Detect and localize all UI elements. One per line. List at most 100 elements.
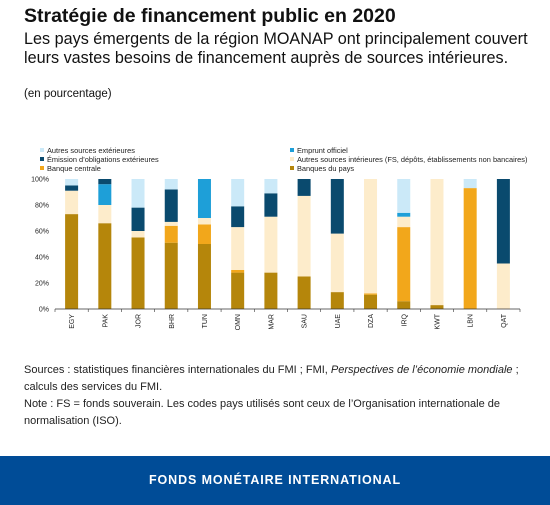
- bar-segment: [197, 244, 211, 309]
- bar-segment: [164, 189, 178, 222]
- sources-text-end: ; calculs des services du FMI.: [24, 364, 519, 393]
- bar-segment: [463, 179, 477, 189]
- legend-swatch: [290, 166, 294, 170]
- legend-label: Autres sources extérieures: [47, 146, 135, 155]
- chart-subtitle: Les pays émergents de la région MOANAP o…: [24, 30, 528, 67]
- legend-label: Emprunt officiel: [297, 146, 348, 155]
- unit-label: (en pourcentage): [24, 88, 112, 100]
- x-tick-label: BHR: [169, 314, 176, 329]
- bar-segment: [65, 185, 79, 191]
- bar-segment: [297, 276, 311, 309]
- bar-segment: [264, 272, 278, 309]
- stacked-bar-chart: 0% 20% 40% 60% 80% 100% EGY PAK JOR BHR TUN OMN MAR…: [31, 177, 521, 330]
- y-tick-label: 0%: [39, 307, 49, 314]
- x-tick-label: LBN: [468, 314, 475, 328]
- legend-item-emprunt-officiel: Emprunt officiel: [290, 146, 348, 155]
- bar-segment: [264, 193, 278, 217]
- bar-segment: [131, 207, 145, 231]
- bar-segment: [397, 227, 411, 302]
- x-tick-label: EGY: [69, 314, 76, 329]
- y-axis: 0% 20% 40% 60% 80% 100%: [31, 177, 49, 314]
- y-tick-label: 60%: [35, 229, 49, 236]
- bar-segment: [197, 179, 211, 218]
- bar-segment: [131, 231, 145, 238]
- bar-segment: [131, 237, 145, 309]
- bar-segment: [330, 292, 344, 309]
- legend-swatch: [290, 157, 294, 161]
- x-tick-label: PAK: [102, 314, 109, 328]
- legend-swatch: [40, 148, 44, 152]
- bar-segment: [364, 179, 378, 294]
- x-axis: EGY PAK JOR BHR TUN OMN MAR SAU UAE DZA IRQ KWT LBN Q…: [54, 308, 521, 330]
- bar-segment: [98, 184, 112, 205]
- bar-segment: [297, 179, 311, 196]
- legend-item-banques-du-pays: Banques du pays: [290, 164, 354, 173]
- x-tick-label: IRQ: [401, 313, 408, 326]
- bar-segment: [397, 301, 411, 309]
- footer-org-name: FONDS MONÉTAIRE INTERNATIONAL: [148, 473, 401, 487]
- legend-swatch: [40, 157, 44, 161]
- legend-label: Banques du pays: [297, 164, 355, 173]
- x-tick-label: MAR: [268, 314, 275, 330]
- bar-segment: [430, 305, 444, 309]
- x-tick-label: JOR: [136, 314, 143, 328]
- bar-segment: [397, 212, 411, 217]
- bar-segment: [330, 179, 344, 234]
- bar-segment: [164, 179, 178, 190]
- bar-segment: [65, 179, 79, 186]
- sources-text: Sources : statistiques financières inter…: [24, 364, 331, 376]
- bar-segment: [231, 227, 245, 270]
- legend-item-banque-centrale: Banque centrale: [40, 164, 101, 173]
- legend-item-emission-obligations: Émission d’obligations extérieures: [40, 155, 159, 164]
- bar-segment: [131, 179, 145, 208]
- bar-segment: [197, 218, 211, 225]
- bar-segment: [330, 233, 344, 293]
- footnote: Note : FS = fonds souverain. Les codes p…: [24, 398, 501, 427]
- bar-segment: [164, 225, 178, 243]
- sources-note: Sources : statistiques financières inter…: [24, 362, 529, 395]
- chart-title: Stratégie de financement public en 2020: [24, 5, 396, 27]
- y-tick-label: 80%: [35, 203, 49, 210]
- bar-segment: [496, 179, 510, 264]
- bar-segment: [98, 223, 112, 309]
- bar-segment: [231, 179, 245, 207]
- bar-segment: [364, 293, 378, 295]
- bar-segment: [463, 188, 477, 309]
- legend-label: Banque centrale: [47, 164, 101, 173]
- bar-segment: [264, 179, 278, 194]
- bar-segment: [397, 179, 411, 213]
- bar-segment: [231, 206, 245, 228]
- legend-item-autres-sources-interieures: Autres sources intérieures (FS, dépôts, …: [290, 155, 527, 164]
- x-tick-label: QAT: [501, 313, 508, 328]
- x-tick-label: TUN: [202, 314, 209, 328]
- x-tick-label: OMN: [235, 314, 242, 330]
- y-tick-label: 20%: [35, 281, 49, 288]
- bar-segment: [231, 270, 245, 273]
- y-tick-label: 100%: [31, 177, 49, 184]
- bar-segment: [231, 272, 245, 309]
- footer-bar: FONDS MONÉTAIRE INTERNATIONAL: [0, 456, 550, 505]
- legend-swatch: [290, 148, 294, 152]
- legend-item-autres-sources-exterieures: Autres sources extérieures: [40, 146, 135, 155]
- legend-label: Émission d’obligations extérieures: [47, 155, 159, 164]
- bar-segment: [397, 216, 411, 228]
- bar-segment: [164, 221, 178, 226]
- bar-segment: [65, 214, 79, 309]
- x-tick-label: UAE: [335, 314, 342, 329]
- y-tick-label: 40%: [35, 255, 49, 262]
- x-tick-label: DZA: [368, 314, 375, 328]
- bar-segment: [496, 263, 510, 309]
- legend-swatch: [40, 166, 44, 170]
- legend-label: Autres sources intérieures (FS, dépôts, …: [297, 155, 528, 164]
- bar-segment: [430, 179, 444, 306]
- bar-segment: [65, 190, 79, 215]
- x-tick-label: KWT: [434, 313, 441, 329]
- bar-segment: [197, 224, 211, 244]
- bar-segment: [364, 294, 378, 309]
- bars: [65, 179, 510, 309]
- x-tick-label: SAU: [302, 314, 309, 328]
- sources-publication: Perspectives de l’économie mondiale: [330, 364, 513, 376]
- bar-segment: [98, 179, 112, 185]
- bar-segment: [264, 216, 278, 273]
- bar-segment: [98, 205, 112, 224]
